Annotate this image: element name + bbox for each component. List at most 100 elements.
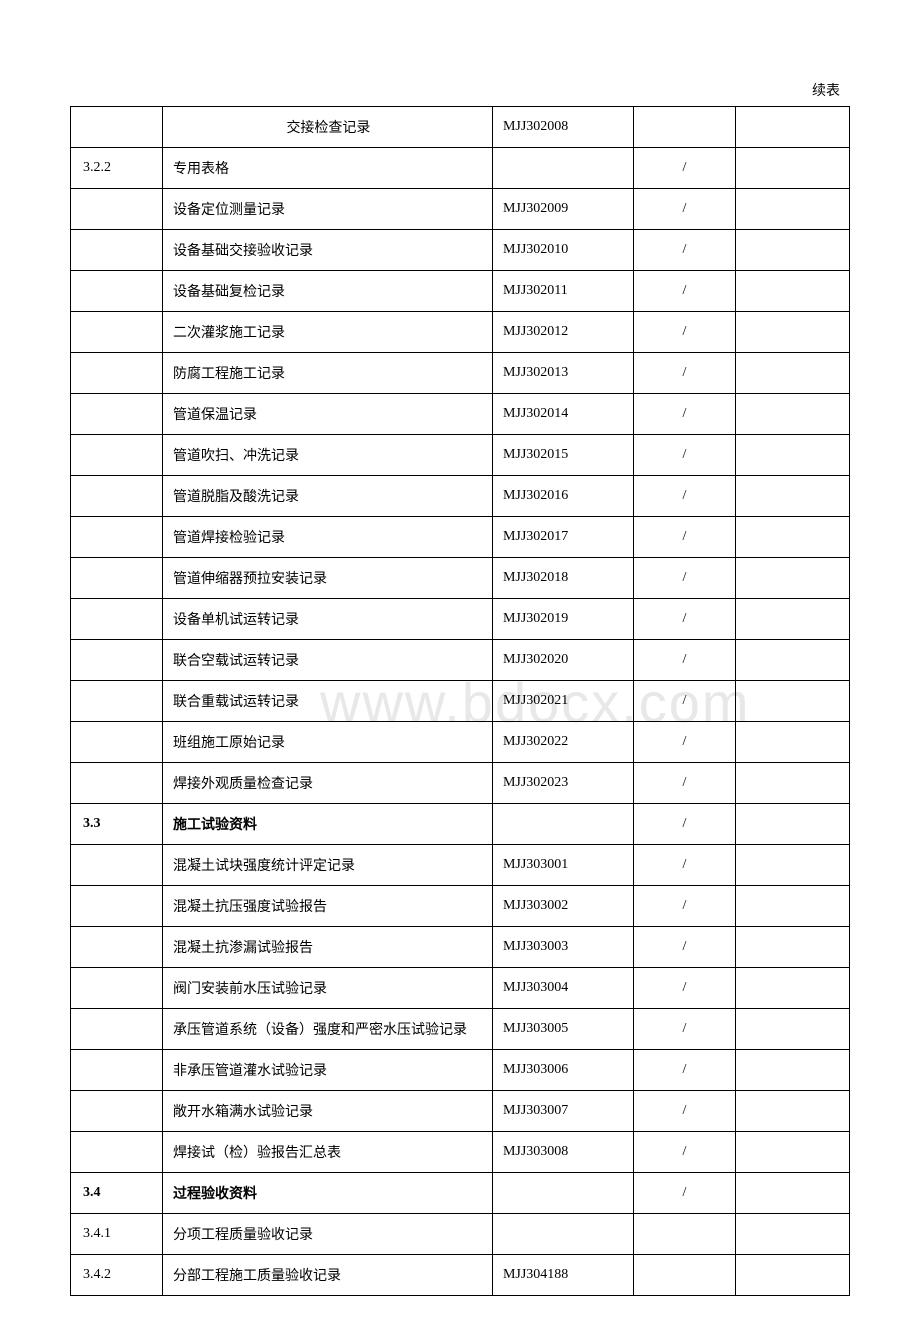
cell-slash: / bbox=[633, 640, 736, 681]
cell-index bbox=[71, 517, 163, 558]
table-row: 管道焊接检验记录MJJ302017/ bbox=[71, 517, 850, 558]
table-row: 3.4过程验收资料/ bbox=[71, 1173, 850, 1214]
table-row: 管道脱脂及酸洗记录MJJ302016/ bbox=[71, 476, 850, 517]
table-row: 3.4.1分项工程质量验收记录 bbox=[71, 1214, 850, 1255]
cell-code bbox=[492, 1214, 633, 1255]
table-row: 设备基础交接验收记录MJJ302010/ bbox=[71, 230, 850, 271]
cell-slash: / bbox=[633, 435, 736, 476]
cell-index bbox=[71, 1050, 163, 1091]
cell-slash: / bbox=[633, 1009, 736, 1050]
cell-name: 混凝土试块强度统计评定记录 bbox=[162, 845, 492, 886]
cell-empty bbox=[736, 845, 850, 886]
cell-empty bbox=[736, 1050, 850, 1091]
cell-index bbox=[71, 476, 163, 517]
cell-name: 专用表格 bbox=[162, 148, 492, 189]
cell-name: 承压管道系统（设备）强度和严密水压试验记录 bbox=[162, 1009, 492, 1050]
page-wrapper: www.bdocx.com 续表 交接检查记录MJJ3020083.2.2专用表… bbox=[70, 80, 850, 1296]
cell-name: 敞开水箱满水试验记录 bbox=[162, 1091, 492, 1132]
cell-name: 设备单机试运转记录 bbox=[162, 599, 492, 640]
cell-empty bbox=[736, 1214, 850, 1255]
table-row: 管道吹扫、冲洗记录MJJ302015/ bbox=[71, 435, 850, 476]
cell-index bbox=[71, 312, 163, 353]
table-row: 管道伸缩器预拉安装记录MJJ302018/ bbox=[71, 558, 850, 599]
cell-index bbox=[71, 353, 163, 394]
cell-slash: / bbox=[633, 1050, 736, 1091]
cell-name: 非承压管道灌水试验记录 bbox=[162, 1050, 492, 1091]
cell-slash: / bbox=[633, 148, 736, 189]
cell-code: MJJ303001 bbox=[492, 845, 633, 886]
cell-code: MJJ302022 bbox=[492, 722, 633, 763]
table-row: 混凝土抗压强度试验报告MJJ303002/ bbox=[71, 886, 850, 927]
cell-empty bbox=[736, 1009, 850, 1050]
continuation-label: 续表 bbox=[70, 80, 850, 100]
cell-slash: / bbox=[633, 804, 736, 845]
cell-slash: / bbox=[633, 1132, 736, 1173]
table-row: 设备定位测量记录MJJ302009/ bbox=[71, 189, 850, 230]
cell-empty bbox=[736, 1091, 850, 1132]
cell-slash: / bbox=[633, 599, 736, 640]
cell-slash: / bbox=[633, 189, 736, 230]
table-row: 阀门安装前水压试验记录MJJ303004/ bbox=[71, 968, 850, 1009]
cell-empty bbox=[736, 968, 850, 1009]
cell-empty bbox=[736, 435, 850, 476]
cell-name: 管道吹扫、冲洗记录 bbox=[162, 435, 492, 476]
cell-index bbox=[71, 968, 163, 1009]
cell-slash: / bbox=[633, 927, 736, 968]
cell-slash: / bbox=[633, 271, 736, 312]
cell-index bbox=[71, 1132, 163, 1173]
table-row: 承压管道系统（设备）强度和严密水压试验记录MJJ303005/ bbox=[71, 1009, 850, 1050]
cell-empty bbox=[736, 927, 850, 968]
cell-name: 设备基础复检记录 bbox=[162, 271, 492, 312]
table-row: 设备单机试运转记录MJJ302019/ bbox=[71, 599, 850, 640]
cell-index bbox=[71, 271, 163, 312]
cell-empty bbox=[736, 763, 850, 804]
cell-code: MJJ302014 bbox=[492, 394, 633, 435]
table-row: 敞开水箱满水试验记录MJJ303007/ bbox=[71, 1091, 850, 1132]
cell-code bbox=[492, 148, 633, 189]
cell-name: 过程验收资料 bbox=[162, 1173, 492, 1214]
cell-index bbox=[71, 722, 163, 763]
cell-index bbox=[71, 1091, 163, 1132]
cell-name: 设备基础交接验收记录 bbox=[162, 230, 492, 271]
cell-empty bbox=[736, 517, 850, 558]
cell-empty bbox=[736, 1173, 850, 1214]
cell-name: 管道焊接检验记录 bbox=[162, 517, 492, 558]
cell-empty bbox=[736, 230, 850, 271]
cell-code: MJJ302009 bbox=[492, 189, 633, 230]
cell-code: MJJ302016 bbox=[492, 476, 633, 517]
cell-slash bbox=[633, 1255, 736, 1296]
cell-code: MJJ303007 bbox=[492, 1091, 633, 1132]
cell-index bbox=[71, 681, 163, 722]
cell-index bbox=[71, 189, 163, 230]
cell-code: MJJ302019 bbox=[492, 599, 633, 640]
cell-name: 分部工程施工质量验收记录 bbox=[162, 1255, 492, 1296]
cell-code: MJJ302018 bbox=[492, 558, 633, 599]
table-row: 联合空载试运转记录MJJ302020/ bbox=[71, 640, 850, 681]
cell-index: 3.4 bbox=[71, 1173, 163, 1214]
table-row: 二次灌浆施工记录MJJ302012/ bbox=[71, 312, 850, 353]
cell-index bbox=[71, 107, 163, 148]
cell-empty bbox=[736, 681, 850, 722]
cell-index bbox=[71, 886, 163, 927]
cell-index: 3.3 bbox=[71, 804, 163, 845]
cell-name: 焊接外观质量检查记录 bbox=[162, 763, 492, 804]
cell-empty bbox=[736, 312, 850, 353]
cell-index: 3.4.1 bbox=[71, 1214, 163, 1255]
records-table: 交接检查记录MJJ3020083.2.2专用表格/设备定位测量记录MJJ3020… bbox=[70, 106, 850, 1296]
cell-empty bbox=[736, 394, 850, 435]
cell-index bbox=[71, 230, 163, 271]
cell-code: MJJ303006 bbox=[492, 1050, 633, 1091]
cell-name: 联合重载试运转记录 bbox=[162, 681, 492, 722]
cell-empty bbox=[736, 558, 850, 599]
table-row: 班组施工原始记录MJJ302022/ bbox=[71, 722, 850, 763]
cell-name: 焊接试（检）验报告汇总表 bbox=[162, 1132, 492, 1173]
cell-slash: / bbox=[633, 681, 736, 722]
cell-name: 交接检查记录 bbox=[162, 107, 492, 148]
cell-code: MJJ304188 bbox=[492, 1255, 633, 1296]
table-row: 管道保温记录MJJ302014/ bbox=[71, 394, 850, 435]
cell-code: MJJ302023 bbox=[492, 763, 633, 804]
cell-index bbox=[71, 435, 163, 476]
cell-name: 防腐工程施工记录 bbox=[162, 353, 492, 394]
cell-empty bbox=[736, 353, 850, 394]
cell-code: MJJ303008 bbox=[492, 1132, 633, 1173]
